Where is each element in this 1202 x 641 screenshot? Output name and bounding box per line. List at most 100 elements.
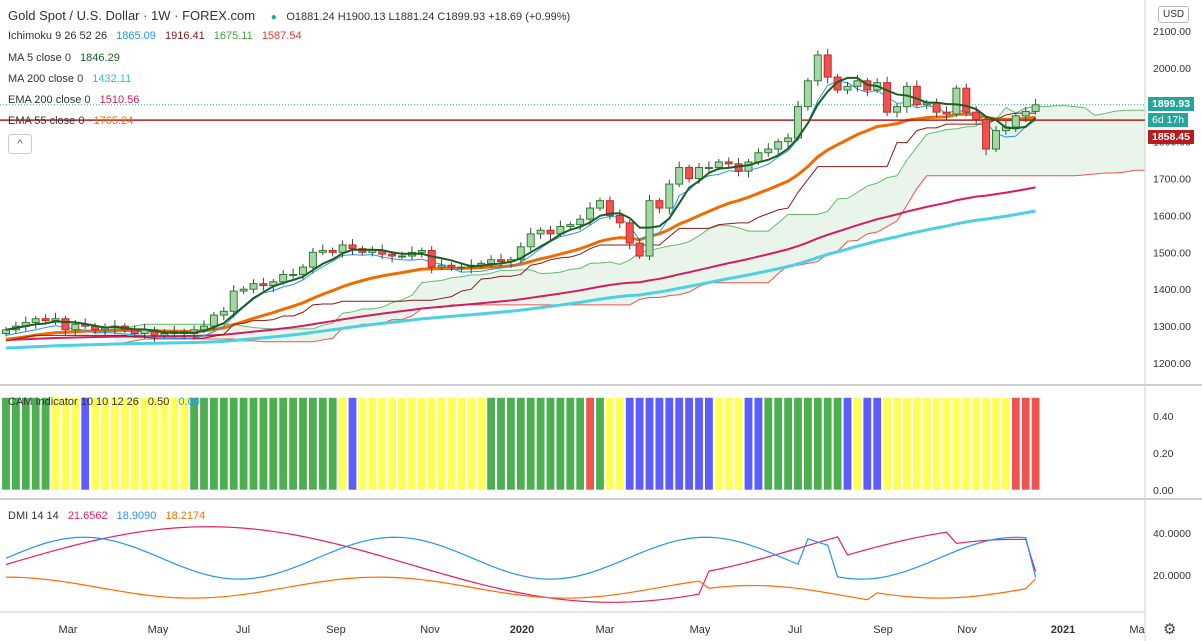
cam-bar bbox=[516, 397, 526, 491]
legend-ema200[interactable]: EMA 200 close 0 1510.56 bbox=[8, 94, 145, 106]
cam-bar bbox=[555, 397, 565, 491]
cam-bar bbox=[565, 397, 575, 491]
cam-bar bbox=[605, 397, 615, 491]
candle-body bbox=[348, 244, 357, 250]
cam-bar bbox=[595, 397, 605, 491]
time-tick-label: Nov bbox=[957, 624, 977, 636]
candle-body bbox=[388, 253, 397, 257]
legend-ma200[interactable]: MA 200 close 0 1432.11 bbox=[8, 73, 137, 85]
cam-bar bbox=[41, 397, 51, 491]
cam-bar bbox=[1031, 397, 1041, 491]
cam-bar bbox=[585, 397, 595, 491]
candle-body bbox=[714, 161, 723, 168]
candle-body bbox=[803, 80, 812, 108]
candle-body bbox=[576, 218, 585, 226]
legend-ema55-name: EMA 55 close 0 bbox=[8, 115, 85, 127]
price-tick-label: 1400.00 bbox=[1153, 284, 1191, 296]
cam-bar bbox=[140, 397, 150, 491]
cam-bar bbox=[892, 397, 902, 491]
candle-body bbox=[31, 318, 40, 323]
cam-bar bbox=[783, 397, 793, 491]
candle-body bbox=[784, 137, 793, 143]
legend-dmi-v1: 21.6562 bbox=[67, 510, 108, 522]
cam-bar bbox=[635, 397, 645, 491]
cam-bar bbox=[437, 397, 447, 491]
legend-ma5[interactable]: MA 5 close 0 1846.29 bbox=[8, 52, 126, 64]
candle-body bbox=[695, 166, 703, 180]
cam-bar bbox=[268, 397, 278, 491]
candle-body bbox=[586, 207, 595, 220]
candle-body bbox=[1011, 115, 1020, 128]
candle-body bbox=[200, 325, 208, 331]
cam-bar bbox=[308, 397, 318, 491]
legend-dmi[interactable]: DMI 14 14 21.6562 18.9090 18.2174 bbox=[8, 510, 211, 522]
cam-bar bbox=[674, 397, 684, 491]
symbol-title: Gold Spot / U.S. Dollar · 1W · FOREX.com bbox=[8, 8, 256, 23]
dmi-plus-di-line bbox=[5, 536, 1037, 580]
candle-body bbox=[279, 273, 288, 283]
cam-bar bbox=[486, 397, 496, 491]
cam-bar bbox=[367, 397, 377, 491]
currency-button[interactable]: USD bbox=[1158, 6, 1190, 23]
candle-body bbox=[516, 246, 525, 261]
dmi-minus-di-line bbox=[5, 576, 1037, 601]
candle-body bbox=[605, 200, 614, 216]
time-tick-label: Mar bbox=[596, 624, 615, 636]
legend-dmi-v2: 18.9090 bbox=[116, 510, 157, 522]
legend-ema55-value: 1765.24 bbox=[93, 115, 134, 127]
candle-body bbox=[338, 244, 347, 253]
candle-body bbox=[992, 130, 1000, 150]
cam-bar bbox=[734, 397, 744, 491]
candle-body bbox=[308, 251, 317, 268]
cam-bar bbox=[902, 397, 912, 491]
legend-dmi-name: DMI 14 14 bbox=[8, 510, 59, 522]
ma5-line bbox=[5, 76, 1037, 334]
chart-title-row: Gold Spot / U.S. Dollar · 1W · FOREX.com… bbox=[8, 8, 576, 23]
candle-body bbox=[764, 148, 773, 154]
collapse-legend-button[interactable]: ^ bbox=[8, 134, 32, 154]
gear-icon[interactable]: ⚙ bbox=[1163, 621, 1177, 638]
cam-bar bbox=[724, 397, 734, 491]
candle-body bbox=[942, 111, 951, 115]
candle-body bbox=[853, 80, 862, 87]
candle-body bbox=[596, 200, 604, 209]
cam-bar bbox=[941, 397, 951, 491]
cam-bar bbox=[377, 397, 387, 491]
cam-bar bbox=[526, 397, 536, 491]
legend-ichimoku[interactable]: Ichimoku 9 26 52 26 1865.09 1916.41 1675… bbox=[8, 30, 308, 42]
legend-ichimoku-name: Ichimoku 9 26 52 26 bbox=[8, 30, 108, 42]
price-tick-label: 2100.00 bbox=[1153, 26, 1191, 38]
candle-body bbox=[299, 266, 307, 275]
cam-bar bbox=[70, 397, 80, 491]
price-tick-label: 1700.00 bbox=[1153, 174, 1191, 186]
legend-dmi-v3: 18.2174 bbox=[165, 510, 206, 522]
cam-bar bbox=[922, 397, 932, 491]
cam-bar bbox=[446, 397, 456, 491]
legend-cam-v2: 0.00 bbox=[178, 396, 200, 408]
cam-bar bbox=[971, 397, 981, 491]
cam-bar bbox=[209, 397, 219, 491]
cam-bar bbox=[407, 397, 417, 491]
time-tick-label: Jul bbox=[788, 624, 802, 636]
cam-bar bbox=[90, 397, 100, 491]
legend-ema55[interactable]: EMA 55 close 0 1765.24 bbox=[8, 115, 139, 127]
cam-bar bbox=[862, 397, 872, 491]
dmi-tick-label: 40.0000 bbox=[1153, 528, 1191, 540]
cam-bar bbox=[100, 397, 110, 491]
candle-body bbox=[487, 259, 496, 264]
cam-bar bbox=[842, 397, 852, 491]
cam-bar bbox=[31, 397, 41, 491]
cam-bar bbox=[80, 397, 90, 491]
cam-bar bbox=[694, 397, 704, 491]
cam-bar bbox=[11, 397, 21, 491]
cam-bar bbox=[823, 397, 833, 491]
candle-body bbox=[655, 200, 664, 209]
candle-body bbox=[912, 85, 921, 106]
candle-body bbox=[566, 224, 575, 228]
candle-body bbox=[744, 161, 753, 172]
cam-bar bbox=[427, 397, 437, 491]
legend-cam[interactable]: CAM Indicator 10 10 12 26 0.50 0.00 bbox=[8, 396, 206, 408]
legend-cam-name: CAM Indicator 10 10 12 26 bbox=[8, 396, 139, 408]
candle-body bbox=[328, 249, 337, 253]
